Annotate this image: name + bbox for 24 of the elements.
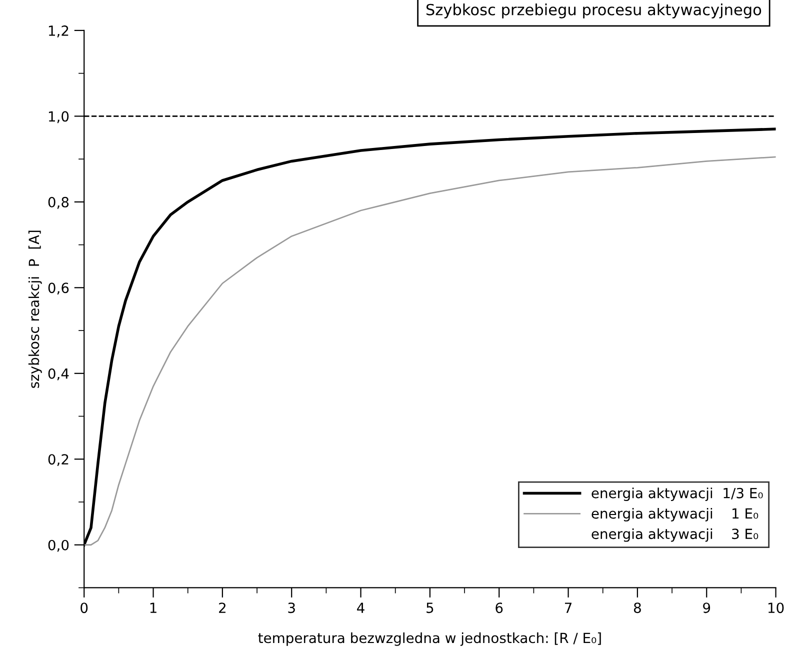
- x-tick-label: 6: [496, 602, 503, 614]
- legend-label: energia aktywacji 1 E₀: [592, 508, 758, 522]
- y-tick-label: 1,2: [48, 25, 68, 38]
- x-tick-label: 1: [150, 602, 156, 613]
- y-tick-label: 0,4: [48, 368, 69, 380]
- y-tick-label: 0,6: [48, 282, 69, 295]
- x-tick-label: 9: [703, 602, 710, 614]
- x-tick-label: 2: [219, 602, 226, 613]
- x-tick-label: 7: [565, 602, 572, 613]
- x-tick-label: 0: [80, 602, 88, 614]
- y-tick-label: 0,0: [48, 540, 69, 552]
- x-axis-title: temperatura bezwzgledna w jednostkach: [R / E₀]: [258, 632, 601, 646]
- y-tick-label: 0,2: [48, 454, 68, 466]
- x-tick-label: 3: [288, 602, 295, 614]
- x-tick-label: 10: [768, 602, 784, 614]
- x-tick-label: 8: [634, 602, 641, 614]
- y-tick-label: 1,0: [48, 111, 69, 124]
- x-tick-label: 5: [426, 602, 434, 614]
- y-axis-title: szybkosc reakcji P [A]: [28, 230, 42, 388]
- legend-label: energia aktywacji 1/3 E₀: [592, 488, 763, 502]
- chart-title: Szybkosc przebiegu procesu aktywacyjnego: [426, 4, 762, 18]
- y-tick-label: 0,8: [48, 196, 69, 209]
- text: energia aktywacji 3 E₀: [592, 528, 758, 542]
- x-tick-label: 4: [357, 602, 364, 613]
